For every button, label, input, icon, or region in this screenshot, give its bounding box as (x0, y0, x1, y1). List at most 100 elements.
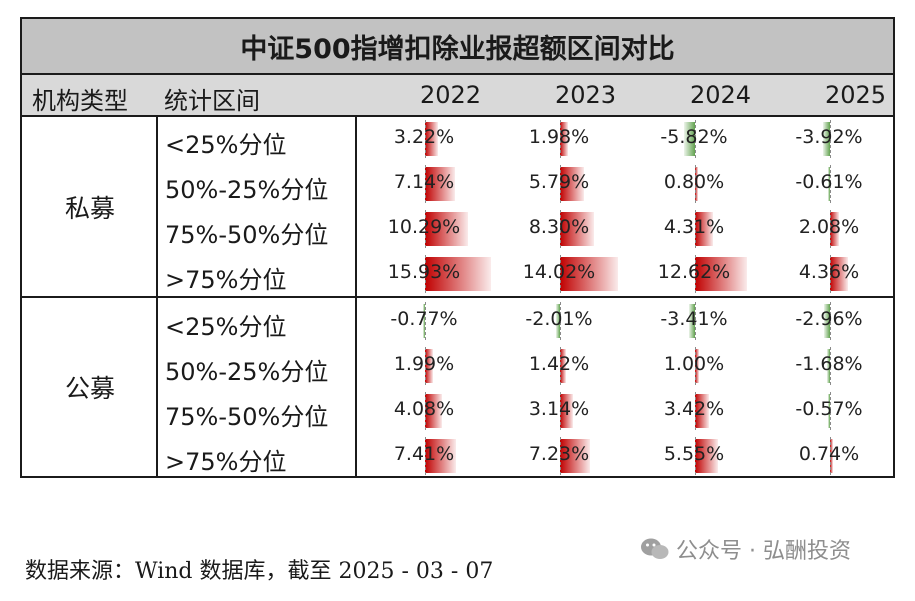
table-cell: 5.55% (627, 434, 762, 478)
zero-axis (560, 302, 561, 340)
watermark: 公众号 · 弘酬投资 (640, 533, 851, 565)
positive-bar (560, 349, 566, 383)
value-label: 14.02% (522, 261, 596, 283)
zero-axis (830, 437, 831, 475)
table-cell: -2.96% (762, 299, 897, 343)
source-note: 数据来源：Wind 数据库，截至 2025 - 03 - 07 (25, 559, 494, 584)
table-cell: 7.14% (357, 162, 492, 206)
positive-bar (695, 257, 748, 291)
table-cell: 4.31% (627, 207, 762, 251)
table-cell: 1.99% (357, 344, 492, 388)
value-label: 12.62% (657, 261, 731, 283)
header-year-2023: 2023 (555, 81, 617, 109)
value-label: 7.41% (393, 443, 455, 465)
band-label: >75%分位 (165, 448, 287, 476)
zero-axis (695, 255, 696, 293)
value-label: 4.08% (393, 398, 455, 420)
zero-axis (425, 437, 426, 475)
zero-axis (695, 347, 696, 385)
value-label: 7.23% (528, 443, 590, 465)
table-cell: 1.98% (492, 117, 627, 161)
zero-axis (830, 255, 831, 293)
zero-axis (425, 255, 426, 293)
positive-bar (425, 122, 439, 156)
zero-axis (830, 120, 831, 158)
value-label: 0.74% (798, 443, 860, 465)
positive-bar (560, 122, 569, 156)
table-cell: 4.36% (762, 252, 897, 296)
zero-axis (560, 210, 561, 248)
header-year-2022: 2022 (420, 81, 482, 109)
value-label: -1.68% (795, 353, 863, 375)
positive-bar (560, 167, 584, 201)
positive-bar (695, 167, 699, 201)
negative-bar (423, 304, 425, 338)
positive-bar (695, 212, 713, 246)
negative-bar (822, 122, 830, 156)
header-year-2025: 2025 (825, 81, 887, 109)
zero-axis (830, 165, 831, 203)
positive-bar (695, 439, 718, 473)
table-cell: 4.08% (357, 389, 492, 433)
positive-bar (830, 257, 849, 291)
value-label: 1.00% (663, 353, 725, 375)
table-cell: -2.01% (492, 299, 627, 343)
value-label: -2.96% (795, 308, 863, 330)
negative-bar (824, 304, 830, 338)
zero-axis (695, 120, 696, 158)
zero-axis (695, 437, 696, 475)
table-cell: -5.82% (627, 117, 762, 161)
zero-axis (560, 437, 561, 475)
header-col-type: 机构类型 (32, 87, 128, 115)
table-cell: 7.23% (492, 434, 627, 478)
table-cell: 3.14% (492, 389, 627, 433)
table-cell: 1.42% (492, 344, 627, 388)
table-cell: 8.30% (492, 207, 627, 251)
table-cell: -3.41% (627, 299, 762, 343)
table-cell: -0.61% (762, 162, 897, 206)
band-label: 50%-25%分位 (165, 358, 329, 386)
value-label: -5.82% (660, 126, 728, 148)
table-cell: 12.62% (627, 252, 762, 296)
value-label: 3.22% (393, 126, 455, 148)
positive-bar (425, 394, 442, 428)
zero-axis (560, 120, 561, 158)
positive-bar (560, 257, 619, 291)
zero-axis (560, 255, 561, 293)
negative-bar (688, 304, 695, 338)
positive-bar (425, 257, 491, 291)
value-label: 1.98% (528, 126, 590, 148)
zero-axis (830, 210, 831, 248)
table-cell: 0.80% (627, 162, 762, 206)
zero-axis (425, 392, 426, 430)
value-label: 3.42% (663, 398, 725, 420)
negative-bar (828, 167, 830, 201)
zero-axis (560, 347, 561, 385)
table-cell: 3.42% (627, 389, 762, 433)
divider-private-public (22, 296, 893, 298)
header-row: 机构类型 统计区间 2022 2023 2024 2025 (22, 75, 893, 117)
zero-axis (830, 302, 831, 340)
zero-axis (830, 392, 831, 430)
zero-axis (695, 392, 696, 430)
value-label: -2.01% (525, 308, 593, 330)
table-cell: 10.29% (357, 207, 492, 251)
table-cell: 14.02% (492, 252, 627, 296)
table-cell: -1.68% (762, 344, 897, 388)
band-label: <25%分位 (165, 131, 287, 159)
table-cell: 1.00% (627, 344, 762, 388)
watermark-text: 公众号 · 弘酬投资 (676, 539, 851, 564)
positive-bar (560, 439, 590, 473)
zero-axis (830, 347, 831, 385)
positive-bar (560, 394, 573, 428)
positive-bar (830, 439, 834, 473)
value-label: 3.14% (528, 398, 590, 420)
positive-bar (695, 394, 710, 428)
table-cell: -3.92% (762, 117, 897, 161)
positive-bar (425, 167, 455, 201)
value-label: -3.41% (660, 308, 728, 330)
positive-bar (560, 212, 595, 246)
band-label: <25%分位 (165, 313, 287, 341)
value-label: -0.77% (390, 308, 458, 330)
group-label-public: 公募 (64, 374, 115, 403)
